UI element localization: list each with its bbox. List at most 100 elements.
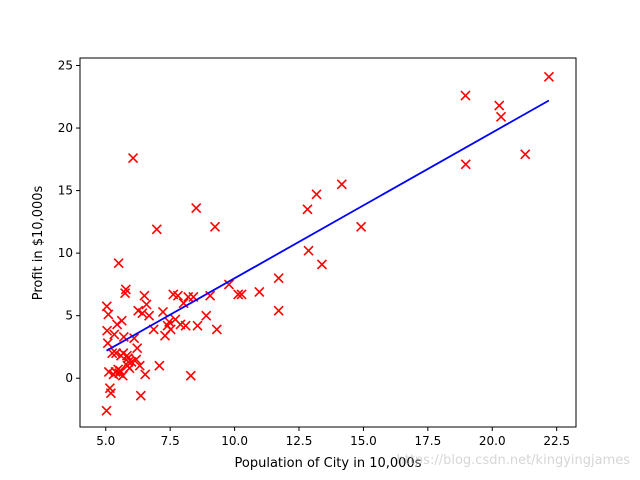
- data-point-stroke: [134, 360, 145, 371]
- x-tick-label: 20.0: [479, 434, 506, 448]
- x-tick-label: 12.5: [286, 434, 313, 448]
- data-point: [154, 360, 165, 371]
- data-point-stroke: [154, 360, 165, 371]
- data-point-stroke: [143, 310, 155, 321]
- data-point-stroke: [113, 258, 124, 269]
- data-point: [233, 289, 244, 300]
- data-point: [316, 259, 328, 270]
- data-point-stroke: [233, 289, 244, 300]
- data-point-stroke: [164, 316, 175, 327]
- data-point-stroke: [494, 100, 505, 111]
- data-point-stroke: [126, 356, 137, 368]
- y-tick-label: 10: [58, 246, 73, 260]
- data-point-stroke: [157, 306, 169, 317]
- watermark: https://blog.csdn.net/kingyingjames: [396, 453, 631, 468]
- data-point-stroke: [185, 370, 196, 381]
- regression-line: [106, 99, 550, 352]
- data-point-stroke: [101, 405, 112, 416]
- data-point: [143, 310, 155, 321]
- data-point-stroke: [128, 153, 139, 164]
- data-point-stroke: [172, 290, 183, 301]
- x-tick-label: 22.5: [543, 434, 570, 448]
- data-point-stroke: [141, 299, 152, 310]
- data-point-stroke: [201, 310, 212, 321]
- data-point-stroke: [140, 369, 151, 380]
- data-point-stroke: [168, 289, 179, 300]
- data-point: [165, 324, 176, 335]
- data-point: [460, 90, 471, 101]
- data-point-stroke: [120, 284, 131, 295]
- data-point: [151, 224, 162, 235]
- data-point-stroke: [135, 390, 146, 401]
- data-point: [543, 71, 555, 82]
- data-point: [520, 149, 531, 160]
- y-tick-label: 25: [58, 59, 73, 73]
- data-point-stroke: [180, 320, 191, 331]
- data-point-stroke: [133, 305, 144, 316]
- data-point-stroke: [303, 245, 314, 256]
- data-point-stroke: [148, 324, 159, 335]
- data-point-stroke: [139, 290, 150, 301]
- data-point: [223, 279, 234, 290]
- data-point: [460, 159, 471, 170]
- data-point-stroke: [137, 308, 148, 319]
- data-point-stroke: [116, 315, 127, 326]
- data-point: [129, 333, 140, 344]
- data-point-stroke: [460, 159, 471, 170]
- data-point: [164, 316, 175, 327]
- data-point: [157, 306, 169, 317]
- y-tick-label: 20: [58, 121, 73, 135]
- x-tick-label: 5.0: [96, 434, 115, 448]
- data-point-stroke: [520, 149, 531, 160]
- data-point-stroke: [311, 189, 322, 200]
- data-point: [302, 204, 313, 215]
- plot-frame: [79, 57, 577, 428]
- x-tick-label: 10.0: [221, 434, 248, 448]
- plot-area: [101, 71, 555, 416]
- data-point: [183, 291, 194, 302]
- data-point: [139, 290, 150, 301]
- data-point: [135, 390, 146, 401]
- data-point: [236, 289, 247, 300]
- data-point-stroke: [223, 279, 234, 290]
- x-tick-label: 7.5: [161, 434, 180, 448]
- data-point-stroke: [543, 71, 555, 82]
- data-point: [115, 365, 126, 376]
- data-point-stroke: [188, 291, 199, 302]
- data-point: [121, 350, 132, 361]
- data-point-stroke: [101, 325, 113, 336]
- data-point: [105, 388, 116, 399]
- data-point-stroke: [151, 224, 162, 235]
- y-tick-label: 15: [58, 184, 73, 198]
- data-point: [356, 221, 367, 232]
- data-point-stroke: [236, 289, 247, 300]
- data-point-stroke: [336, 179, 347, 190]
- data-point: [124, 363, 135, 374]
- data-point-stroke: [104, 383, 115, 394]
- data-point-stroke: [118, 331, 129, 343]
- data-point: [126, 356, 137, 368]
- data-point: [113, 258, 124, 269]
- data-point-stroke: [460, 90, 471, 101]
- data-point-stroke: [273, 305, 284, 316]
- data-point: [172, 290, 183, 301]
- data-point: [303, 245, 314, 256]
- data-point: [134, 360, 145, 371]
- data-point: [137, 308, 148, 319]
- data-point: [128, 153, 139, 164]
- data-point-stroke: [192, 320, 203, 331]
- x-tick-label: 17.5: [414, 434, 441, 448]
- data-point: [191, 203, 202, 214]
- data-point-stroke: [107, 348, 118, 359]
- data-point-stroke: [132, 343, 143, 354]
- data-point-stroke: [103, 309, 114, 320]
- data-point-stroke: [178, 298, 189, 309]
- data-point-stroke: [209, 221, 221, 232]
- data-point: [111, 348, 122, 359]
- data-point-stroke: [120, 288, 131, 299]
- data-point: [494, 100, 505, 111]
- data-point-stroke: [495, 111, 507, 122]
- data-point: [211, 324, 222, 335]
- data-point: [205, 290, 216, 301]
